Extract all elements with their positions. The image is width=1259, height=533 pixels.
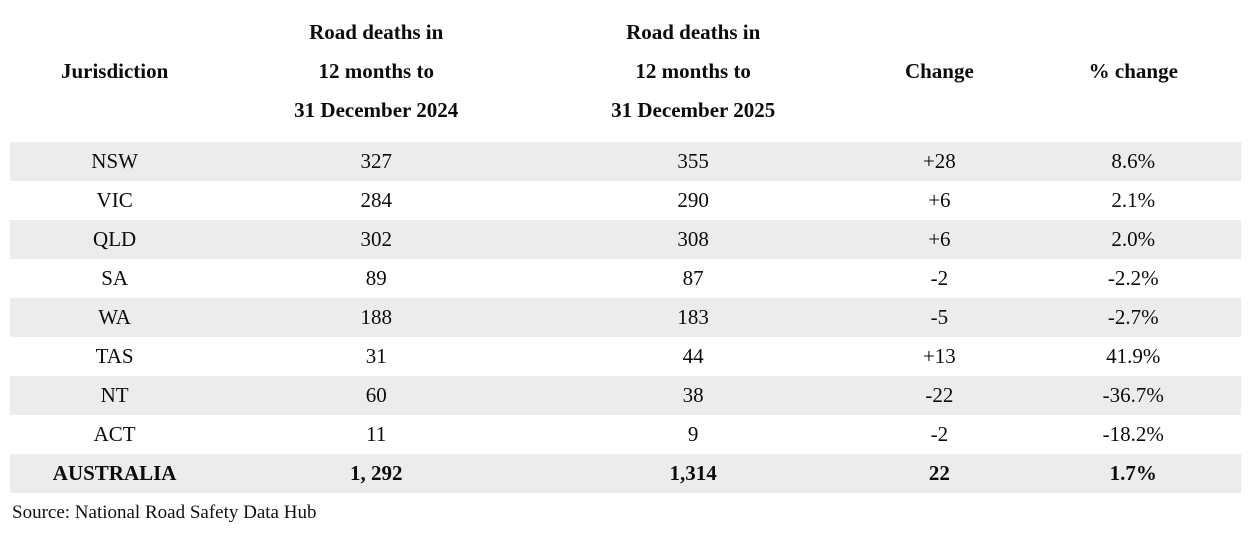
table-row-sa: SA 89 87 -2 -2.2%: [10, 259, 1241, 298]
cell-change: +28: [922, 149, 956, 173]
cell-deaths-2025: 290: [677, 188, 709, 212]
cell-deaths-2025: 9: [687, 422, 699, 446]
header-line: Road deaths in: [309, 19, 444, 44]
table-row-tas: TAS 31 44 +13 41.9%: [10, 337, 1241, 376]
cell-change: +13: [922, 344, 956, 368]
col-header-change: Change: [853, 0, 1026, 142]
cell-deaths-2024: 31: [365, 344, 387, 368]
cell-deaths-2024: 284: [360, 188, 392, 212]
cell-deaths-2025: 44: [682, 344, 704, 368]
cell-deaths-2024: 89: [365, 266, 387, 290]
table-row-wa: WA 188 183 -5 -2.7%: [10, 298, 1241, 337]
table-row-nt: NT 60 38 -22 -36.7%: [10, 376, 1241, 415]
header-line: 31 December 2024: [294, 97, 459, 122]
cell-deaths-2025: 1,314: [669, 461, 717, 485]
cell-deaths-2024: 188: [360, 305, 392, 329]
cell-deaths-2025: 183: [677, 305, 709, 329]
header-line: Road deaths in: [626, 19, 761, 44]
cell-jurisdiction: VIC: [96, 188, 133, 212]
cell-pct-change: -2.2%: [1107, 266, 1159, 290]
cell-jurisdiction: SA: [101, 266, 129, 290]
cell-change: -22: [925, 383, 954, 407]
header-line: 12 months to: [635, 58, 751, 83]
cell-change: -5: [930, 305, 949, 329]
cell-deaths-2024: 302: [360, 227, 392, 251]
cell-pct-change: -18.2%: [1102, 422, 1164, 446]
cell-deaths-2024: 11: [366, 422, 387, 446]
cell-deaths-2024: 60: [365, 383, 387, 407]
cell-change: -2: [930, 266, 949, 290]
road-deaths-table: Jurisdiction Road deaths in 12 months to…: [10, 0, 1241, 493]
col-header-pct-change: % change: [1025, 0, 1241, 142]
cell-pct-change: -2.7%: [1107, 305, 1159, 329]
cell-deaths-2025: 38: [682, 383, 704, 407]
table-row-nsw: NSW 327 355 +28 8.6%: [10, 142, 1241, 181]
cell-change: 22: [928, 461, 950, 485]
table-row-act: ACT 11 9 -2 -18.2%: [10, 415, 1241, 454]
header-row: Jurisdiction Road deaths in 12 months to…: [10, 0, 1241, 142]
cell-jurisdiction: AUSTRALIA: [52, 461, 177, 485]
cell-change: +6: [928, 227, 951, 251]
col-header-deaths-2024: Road deaths in 12 months to 31 December …: [219, 0, 534, 142]
col-header-deaths-2025: Road deaths in 12 months to 31 December …: [533, 0, 854, 142]
cell-pct-change: 41.9%: [1106, 344, 1161, 368]
cell-change: -2: [930, 422, 949, 446]
source-note: Source: National Road Safety Data Hub: [12, 502, 317, 523]
table-row-australia-total: AUSTRALIA 1, 292 1,314 22 1.7%: [10, 454, 1241, 493]
cell-jurisdiction: WA: [98, 305, 131, 329]
cell-deaths-2025: 87: [682, 266, 704, 290]
cell-deaths-2025: 355: [677, 149, 709, 173]
cell-pct-change: 2.0%: [1111, 227, 1156, 251]
cell-jurisdiction: QLD: [93, 227, 137, 251]
table-row-qld: QLD 302 308 +6 2.0%: [10, 220, 1241, 259]
table-row-vic: VIC 284 290 +6 2.1%: [10, 181, 1241, 220]
cell-pct-change: -36.7%: [1102, 383, 1164, 407]
header-line: 12 months to: [318, 58, 434, 83]
cell-jurisdiction: TAS: [95, 344, 134, 368]
cell-pct-change: 8.6%: [1111, 149, 1156, 173]
cell-jurisdiction: NT: [100, 383, 129, 407]
cell-deaths-2025: 308: [677, 227, 709, 251]
cell-pct-change: 2.1%: [1111, 188, 1156, 212]
header-line: 31 December 2025: [611, 97, 776, 122]
cell-change: +6: [928, 188, 951, 212]
cell-pct-change: 1.7%: [1109, 461, 1157, 485]
cell-jurisdiction: NSW: [91, 149, 138, 173]
cell-jurisdiction: ACT: [93, 422, 136, 446]
cell-deaths-2024: 1, 292: [349, 461, 403, 485]
cell-deaths-2024: 327: [360, 149, 392, 173]
col-header-jurisdiction: Jurisdiction: [10, 0, 220, 142]
